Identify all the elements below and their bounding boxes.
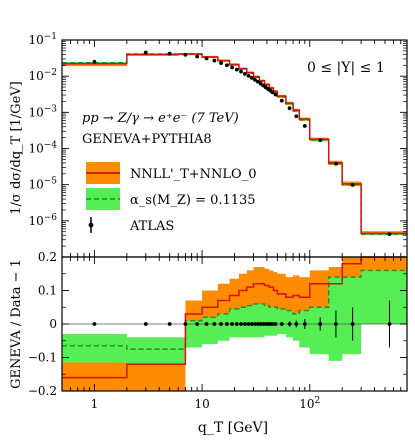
top-atlas-point (302, 124, 307, 128)
top-atlas-point (249, 75, 254, 80)
top-atlas-point (225, 63, 229, 68)
bottom-y-axis-label: GENEVA / Data − 1 (9, 259, 24, 389)
top-atlas-point (204, 56, 209, 61)
legend-label-nnll: NNLL'_T+NNLO_0 (130, 167, 256, 182)
top-atlas-point (253, 77, 257, 82)
top-y-tick-label: 10−3 (28, 104, 57, 119)
top-atlas-point (256, 79, 260, 84)
bottom-atlas-point (287, 322, 292, 326)
top-atlas-point (350, 183, 355, 187)
bottom-atlas-point (243, 322, 247, 326)
top-atlas-point (234, 67, 239, 72)
top-y-axis-label: 1/σ dσ/dq_T [1/GeV] (9, 81, 24, 214)
bottom-x-tick-label: 102 (299, 396, 320, 411)
bottom-atlas-point (258, 322, 263, 326)
top-line-nnll (62, 53, 407, 235)
bottom-atlas-point (350, 322, 355, 326)
top-atlas-point (219, 61, 223, 65)
bottom-atlas-point (270, 322, 275, 326)
top-atlas-point (167, 51, 172, 56)
process-annotation: pp → Z/γ → e⁺e⁻ (7 TeV) (82, 111, 239, 126)
top-atlas-point (195, 54, 200, 59)
top-atlas-point (287, 106, 292, 111)
bottom-atlas-point (225, 322, 229, 326)
legend-label-atlas: ATLAS (129, 219, 174, 234)
top-atlas-point (318, 138, 323, 143)
bottom-y-tick-label: −0.1 (28, 351, 57, 365)
bottom-atlas-point (246, 322, 251, 326)
bottom-y-tick-label: 0 (49, 317, 57, 331)
legend-swatch-atlas-marker (88, 222, 94, 228)
top-atlas-point (212, 58, 217, 63)
bottom-line-nnll (62, 256, 407, 379)
bottom-atlas-point (318, 322, 323, 326)
top-y-tick-label: 10−5 (28, 177, 57, 192)
bottom-atlas-point (204, 322, 209, 326)
bottom-atlas-point (302, 322, 307, 326)
bottom-atlas-point (219, 322, 223, 326)
top-y-tick-label: 10−4 (28, 141, 57, 156)
top-y-tick-label: 10−1 (28, 32, 57, 47)
top-atlas-point (92, 59, 97, 64)
bottom-atlas-point (249, 322, 254, 326)
top-atlas-point (270, 90, 275, 95)
bottom-atlas-point (183, 322, 188, 326)
bottom-atlas-point (92, 322, 97, 326)
top-atlas-point (230, 65, 235, 70)
top-atlas-point (294, 114, 299, 119)
bottom-x-tick-label: 1 (91, 397, 99, 411)
top-y-tick-label: 10−6 (28, 213, 57, 228)
bottom-atlas-point (167, 322, 172, 326)
bottom-y-tick-label: 0.1 (38, 284, 57, 298)
bottom-band-alphas (62, 270, 407, 365)
bottom-atlas-point (334, 322, 338, 326)
legend-label-alphas: α_s(M_Z) = 0.1135 (130, 193, 256, 208)
top-atlas-point (246, 73, 251, 78)
rapidity-annotation: 0 ≤ |Y| ≤ 1 (307, 60, 385, 76)
bottom-atlas-point (143, 322, 148, 326)
bottom-atlas-point (387, 322, 392, 326)
bottom-atlas-point (239, 322, 243, 326)
bottom-atlas-point (212, 322, 217, 326)
bottom-atlas-point (256, 322, 260, 326)
top-atlas-point (243, 71, 247, 76)
top-atlas-point (183, 52, 188, 57)
bottom-y-tick-label: −0.2 (28, 384, 57, 398)
x-axis-label: q_T [GeV] (198, 420, 268, 436)
top-atlas-point (387, 232, 392, 236)
bottom-panel: −0.2 −0.1 0 0.1 0.2 1 10 102 (28, 250, 408, 411)
top-atlas-point (143, 50, 148, 55)
bottom-atlas-point (234, 322, 239, 326)
bottom-atlas-point (253, 322, 257, 326)
generator-annotation: GENEVA+PYTHIA8 (82, 132, 212, 147)
bottom-panel-frame (61, 256, 408, 392)
top-atlas-point (279, 98, 284, 103)
top-atlas-point (334, 161, 338, 166)
top-atlas-point (273, 92, 278, 97)
bottom-atlas-point (279, 322, 284, 326)
bottom-atlas-point (294, 322, 299, 326)
top-y-tick-label: 10−2 (28, 68, 57, 83)
bottom-y-tick-label: 0.2 (38, 250, 57, 264)
bottom-line-alphas (62, 269, 407, 350)
legend: NNLL'_T+NNLO_0 α_s(M_Z) = 0.1135 ATLAS (86, 162, 256, 234)
top-atlas-point (239, 69, 243, 74)
bottom-x-tick-label: 10 (194, 397, 209, 411)
bottom-atlas-point (273, 322, 278, 326)
top-panel: 10−6 10−5 10−4 10−3 10−2 10−1 (28, 32, 408, 258)
bottom-atlas-point (230, 322, 235, 326)
bottom-atlas-point (195, 322, 200, 326)
